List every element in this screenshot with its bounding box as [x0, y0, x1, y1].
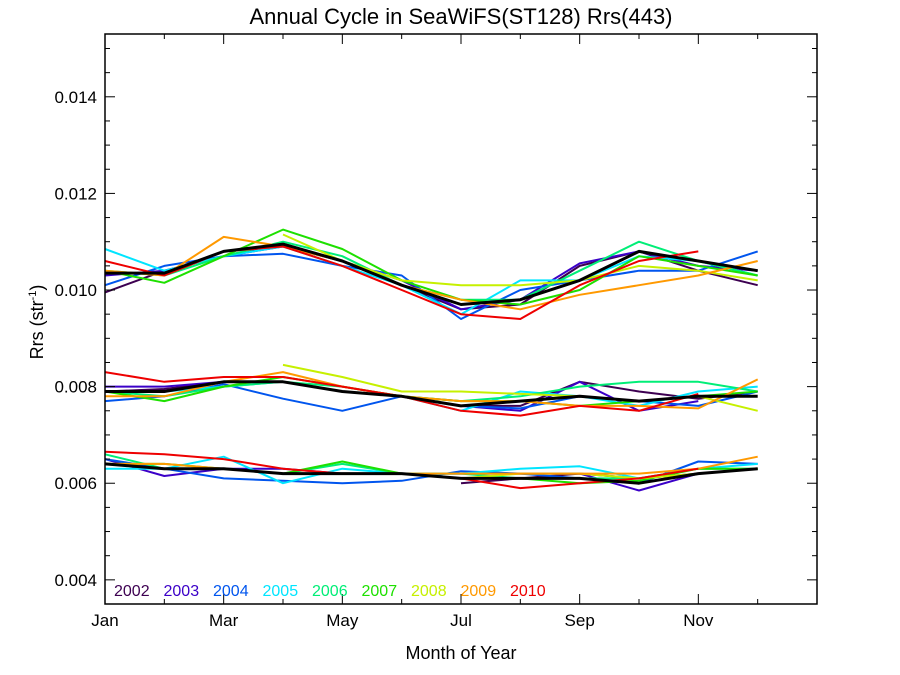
- x-tick-label: Mar: [209, 611, 239, 630]
- series-line-2007-group-1: [104, 228, 758, 306]
- series-line-mean-group-3: [104, 462, 758, 485]
- y-tick-label: 0.010: [54, 281, 97, 300]
- y-tick-label: 0.012: [54, 184, 97, 203]
- x-tick-label: Jan: [91, 611, 118, 630]
- series-line-mean-group-1: [105, 242, 758, 306]
- legend-item-2003: 2003: [164, 583, 200, 600]
- legend-item-2005: 2005: [263, 583, 299, 600]
- x-tick-label: May: [326, 611, 359, 630]
- x-tick-label: Jul: [450, 611, 472, 630]
- x-axis: Jan Mar May Jul Sep Nov: [91, 34, 818, 630]
- y-tick-label: 0.004: [54, 571, 97, 590]
- y-axis-label-superscript: -1: [27, 291, 39, 301]
- y-axis-label-close: ): [27, 285, 47, 291]
- series-line-2009-group-1: [104, 235, 758, 311]
- legend-item-2006: 2006: [312, 583, 348, 600]
- chart-title: Annual Cycle in SeaWiFS(ST128) Rrs(443): [249, 4, 672, 29]
- x-tick-label: Nov: [683, 611, 714, 630]
- y-tick-label: 0.014: [54, 88, 97, 107]
- legend-item-2010: 2010: [510, 583, 546, 600]
- y-tick-label: 0.008: [54, 378, 97, 397]
- y-axis-label: Rrs (str-1): [27, 285, 47, 360]
- plot-area: [104, 228, 759, 492]
- legend-item-2004: 2004: [213, 583, 249, 600]
- x-tick-label: Sep: [565, 611, 595, 630]
- y-axis: 0.004 0.006 0.008 0.010 0.012 0.014: [54, 47, 817, 605]
- y-axis-label-text: Rrs (str: [27, 300, 47, 359]
- series-line-mean-group-2: [105, 380, 758, 408]
- legend-item-2007: 2007: [362, 583, 398, 600]
- legend-item-2002: 2002: [114, 583, 150, 600]
- y-tick-label: 0.006: [54, 474, 97, 493]
- legend-item-2008: 2008: [411, 583, 447, 600]
- x-axis-label: Month of Year: [405, 643, 516, 663]
- legend-item-2009: 2009: [461, 583, 497, 600]
- legend: 2002 2003 2004 2005 2006 2007 2008 2009 2010: [114, 583, 546, 600]
